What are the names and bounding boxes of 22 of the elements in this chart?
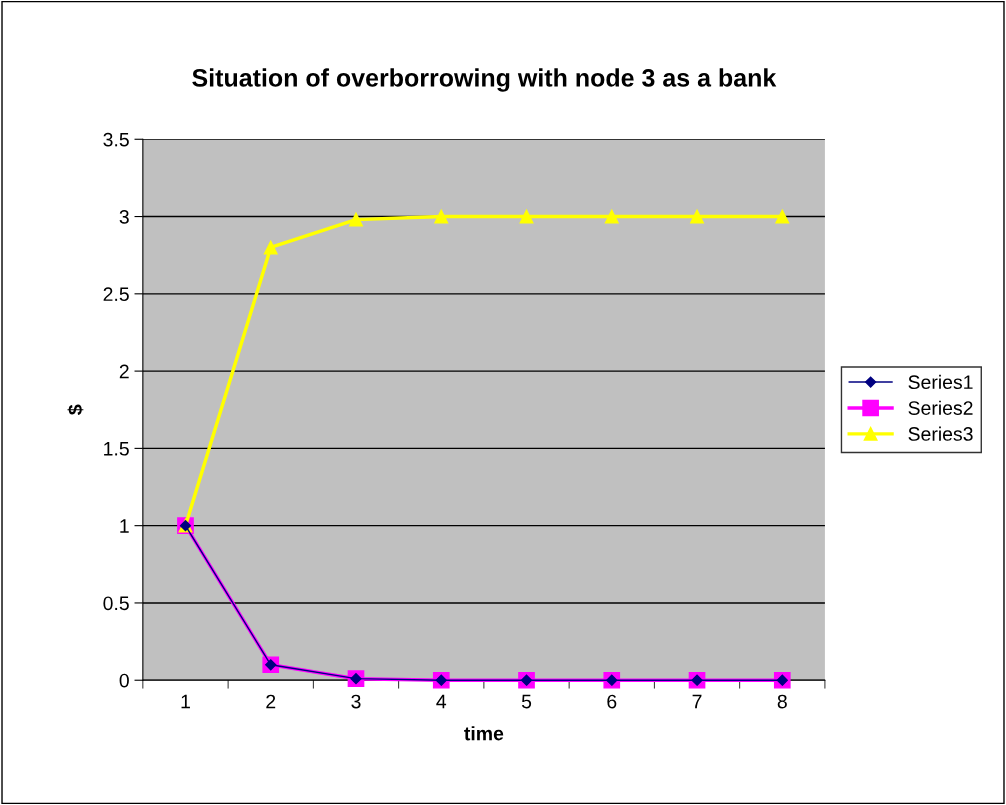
legend-label: Series1 (908, 374, 973, 390)
x-tick-label: 5 (521, 694, 532, 709)
y-tick-label: 3.5 (103, 132, 129, 147)
y-axis-title: $ (67, 404, 84, 415)
y-tick-label: 1 (120, 519, 129, 533)
y-tick-label: 1.5 (104, 442, 129, 456)
x-tick-label: 2 (266, 694, 276, 709)
x-tick-label: 4 (436, 694, 447, 709)
x-axis-title: time (464, 726, 504, 741)
legend-label: Series3 (908, 426, 973, 441)
x-tick-label: 8 (777, 694, 787, 709)
chart-title: Situation of overborrowing with node 3 as a bank (192, 68, 777, 92)
legend-label: Series2 (908, 400, 973, 415)
x-tick-label: 1 (181, 694, 190, 709)
x-tick-label: 7 (692, 694, 702, 709)
y-tick-label: 2 (119, 364, 129, 379)
y-tick-label: 2.5 (103, 287, 129, 302)
y-tick-label: 3 (119, 210, 129, 224)
x-tick-label: 3 (351, 694, 361, 709)
y-tick-label: 0 (119, 673, 129, 688)
x-tick-label: 6 (607, 694, 617, 709)
y-tick-label: 0.5 (103, 596, 129, 611)
